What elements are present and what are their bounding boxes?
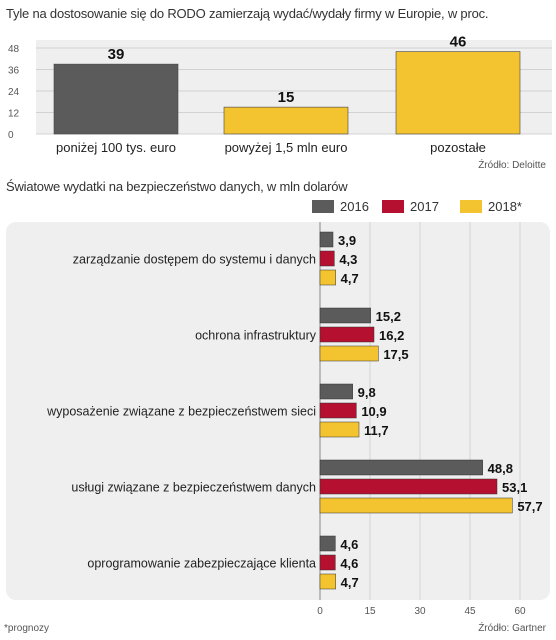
chart1-source: Źródło: Deloitte: [478, 160, 546, 171]
chart1-ytick-label: 0: [8, 130, 14, 141]
chart2-bar: [319, 307, 371, 324]
chart2-bar: [319, 535, 336, 552]
chart2-value-label: 11,7: [364, 423, 389, 438]
chart2-bar: [319, 573, 336, 590]
chart2-value-label: 4,7: [341, 575, 359, 590]
chart2-legend-label: 2018*: [488, 199, 522, 214]
chart2-legend-label: 2017: [410, 199, 439, 214]
chart1-bar: [395, 51, 521, 135]
chart2-value-label: 9,8: [358, 385, 376, 400]
chart2-value-label: 4,3: [339, 252, 357, 267]
chart2-bar: [319, 554, 336, 571]
chart1-ytick-label: 36: [8, 66, 20, 77]
chart2-xtick-label: 0: [317, 606, 323, 617]
chart2-bar: [319, 383, 353, 400]
chart2-legend-label: 2016: [340, 199, 369, 214]
chart2-value-label: 4,6: [340, 556, 358, 571]
chart2-value-label: 15,2: [376, 309, 401, 324]
chart2-xtick-label: 30: [414, 606, 426, 617]
chart2-category-label: wyposażenie związane z bezpieczeństwem s…: [46, 405, 316, 419]
chart2-value-label: 4,6: [340, 537, 358, 552]
chart2-value-label: 3,9: [338, 233, 356, 248]
chart2-category-label: oprogramowanie zabezpieczające klienta: [87, 557, 316, 571]
chart2-value-label: 48,8: [488, 461, 513, 476]
chart1-category-label: powyżej 1,5 mln euro: [225, 140, 348, 155]
chart1-ytick-label: 48: [8, 44, 20, 55]
chart2-bar: [319, 345, 379, 362]
chart1-title: Tyle na dostosowanie się do RODO zamierz…: [6, 6, 489, 21]
chart1-bar: [223, 106, 349, 135]
chart2-category-label: zarządzanie dostępem do systemu i danych: [73, 253, 316, 267]
chart2-value-label: 10,9: [361, 404, 386, 419]
chart2-footnote: *prognozy: [4, 623, 50, 634]
chart2-bar: [319, 250, 335, 267]
chart2-bar: [319, 421, 360, 438]
chart2-bar: [319, 269, 336, 286]
chart2-bar: [319, 326, 375, 343]
chart1-value-label: 15: [278, 89, 295, 106]
chart2-legend-swatch: [312, 200, 334, 213]
chart2-xtick-label: 60: [514, 606, 526, 617]
chart2-category-label: ochrona infrastruktury: [195, 329, 317, 343]
chart2-legend-swatch: [382, 200, 404, 213]
chart2-legend-swatch: [460, 200, 482, 213]
chart1-bar: [53, 63, 179, 135]
chart2-category-label: usługi związane z bezpieczeństwem danych: [71, 481, 316, 495]
chart1-value-label: 46: [450, 34, 467, 51]
chart1-category-label: poniżej 100 tys. euro: [56, 140, 176, 155]
chart2-value-label: 57,7: [517, 499, 542, 514]
chart1-ytick-label: 24: [8, 87, 20, 98]
chart1-category-label: pozostałe: [430, 140, 486, 155]
chart2-value-label: 17,5: [383, 347, 408, 362]
chart2-xtick-label: 15: [364, 606, 376, 617]
chart2-xtick-label: 45: [464, 606, 476, 617]
chart1-value-label: 39: [108, 46, 125, 63]
chart2-bar: [319, 478, 498, 495]
chart2-source: Źródło: Gartner: [478, 623, 546, 634]
chart2-value-label: 53,1: [502, 480, 527, 495]
chart1-ytick-label: 12: [8, 109, 20, 120]
chart2-bar: [319, 402, 357, 419]
chart2-value-label: 4,7: [341, 271, 359, 286]
chart2-value-label: 16,2: [379, 328, 404, 343]
chart2-title: Światowe wydatki na bezpieczeństwo danyc…: [6, 179, 348, 194]
chart2-bar: [319, 231, 334, 248]
chart2-bar: [319, 459, 483, 476]
chart2-bar: [319, 497, 513, 514]
